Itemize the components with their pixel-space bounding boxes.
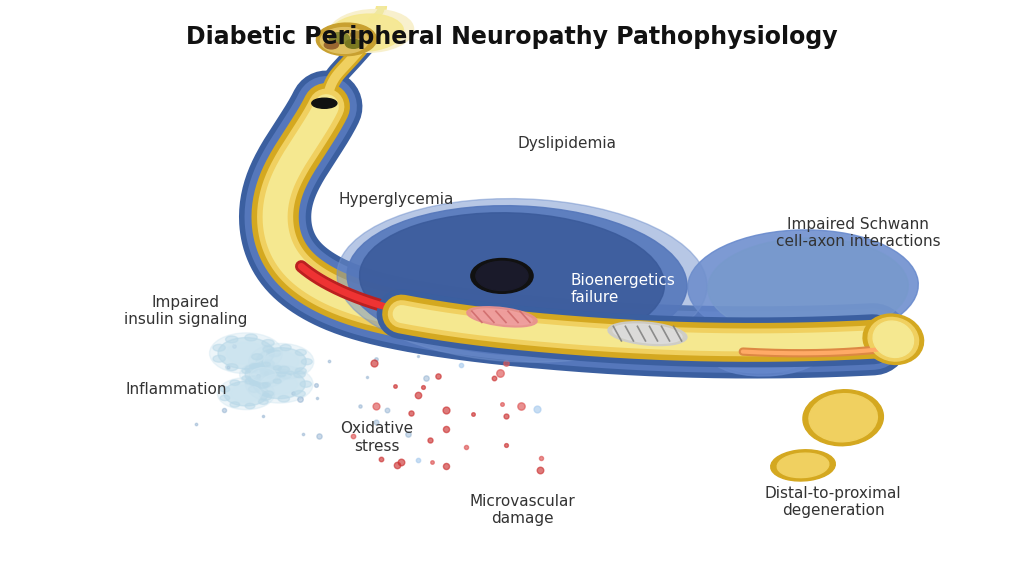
Circle shape (225, 336, 238, 343)
Circle shape (240, 362, 287, 388)
Ellipse shape (330, 14, 403, 51)
Circle shape (295, 368, 306, 374)
Ellipse shape (359, 213, 665, 348)
Circle shape (213, 355, 225, 362)
Circle shape (224, 382, 268, 406)
Circle shape (260, 368, 271, 375)
Circle shape (273, 379, 282, 383)
Circle shape (252, 353, 263, 360)
Ellipse shape (868, 317, 919, 361)
Circle shape (220, 387, 229, 392)
Circle shape (281, 373, 291, 379)
Circle shape (268, 350, 281, 357)
Circle shape (262, 383, 270, 387)
Circle shape (263, 352, 299, 371)
Circle shape (273, 366, 282, 370)
Circle shape (279, 395, 290, 402)
Circle shape (301, 359, 312, 365)
Circle shape (242, 369, 250, 374)
Text: Dyslipidemia: Dyslipidemia (518, 136, 616, 150)
Circle shape (260, 394, 271, 400)
Ellipse shape (347, 206, 687, 355)
Circle shape (350, 31, 362, 38)
Ellipse shape (321, 27, 369, 53)
Circle shape (242, 376, 250, 380)
Circle shape (245, 366, 257, 372)
Circle shape (262, 362, 270, 367)
Circle shape (226, 342, 266, 364)
Ellipse shape (613, 324, 682, 343)
Circle shape (294, 371, 305, 378)
Text: Microvascular
damage: Microvascular damage (469, 494, 574, 526)
Ellipse shape (316, 23, 377, 55)
Circle shape (230, 385, 261, 402)
Text: Hyperglycemia: Hyperglycemia (339, 192, 455, 206)
Circle shape (263, 371, 273, 377)
Circle shape (262, 360, 274, 367)
Circle shape (261, 374, 297, 394)
Circle shape (330, 33, 349, 44)
Text: Impaired Schwann
cell-axon interactions: Impaired Schwann cell-axon interactions (776, 217, 940, 249)
Circle shape (263, 346, 273, 352)
Ellipse shape (708, 325, 827, 376)
Circle shape (249, 386, 260, 392)
Circle shape (245, 403, 255, 409)
Circle shape (245, 334, 257, 341)
Circle shape (249, 376, 260, 382)
Circle shape (281, 344, 291, 351)
Ellipse shape (330, 10, 414, 52)
Circle shape (258, 383, 268, 388)
Circle shape (295, 349, 306, 356)
Text: Bioenergetics
failure: Bioenergetics failure (570, 273, 675, 305)
Ellipse shape (471, 259, 534, 293)
Ellipse shape (472, 309, 532, 325)
Text: Impaired
insulin signaling: Impaired insulin signaling (124, 295, 248, 327)
Text: Diabetic Peripheral Neuropathy Pathophysiology: Diabetic Peripheral Neuropathy Pathophys… (186, 25, 838, 49)
Text: Inflammation: Inflammation (125, 382, 226, 397)
Ellipse shape (337, 198, 707, 362)
Circle shape (230, 380, 240, 386)
Circle shape (294, 391, 305, 397)
Circle shape (251, 367, 275, 382)
Circle shape (258, 399, 268, 404)
Circle shape (279, 366, 290, 373)
Circle shape (213, 344, 225, 351)
Ellipse shape (688, 230, 919, 342)
Circle shape (300, 381, 311, 387)
Ellipse shape (467, 307, 538, 327)
Circle shape (264, 391, 273, 396)
Circle shape (220, 395, 229, 400)
Circle shape (230, 402, 240, 407)
Circle shape (210, 333, 283, 374)
Ellipse shape (803, 390, 884, 446)
Circle shape (218, 337, 274, 369)
Circle shape (345, 39, 361, 48)
Circle shape (249, 343, 313, 380)
Ellipse shape (873, 321, 913, 358)
Circle shape (253, 370, 305, 399)
Ellipse shape (708, 238, 908, 336)
Circle shape (245, 379, 255, 384)
Circle shape (250, 382, 258, 386)
Circle shape (262, 340, 274, 347)
Text: Distal-to-proximal
degeneration: Distal-to-proximal degeneration (765, 486, 901, 518)
Ellipse shape (777, 453, 828, 478)
Text: Oxidative
stress: Oxidative stress (340, 421, 413, 454)
Ellipse shape (608, 321, 687, 345)
Circle shape (252, 363, 263, 370)
Circle shape (245, 364, 282, 384)
Circle shape (217, 378, 274, 410)
Ellipse shape (771, 450, 836, 481)
Ellipse shape (863, 314, 924, 364)
Ellipse shape (809, 394, 878, 442)
Circle shape (256, 348, 306, 376)
Circle shape (325, 41, 338, 49)
Ellipse shape (311, 98, 337, 108)
Circle shape (278, 372, 286, 377)
Ellipse shape (715, 331, 815, 373)
Circle shape (250, 363, 258, 368)
Circle shape (246, 365, 313, 403)
Ellipse shape (476, 261, 528, 291)
Circle shape (225, 364, 238, 371)
